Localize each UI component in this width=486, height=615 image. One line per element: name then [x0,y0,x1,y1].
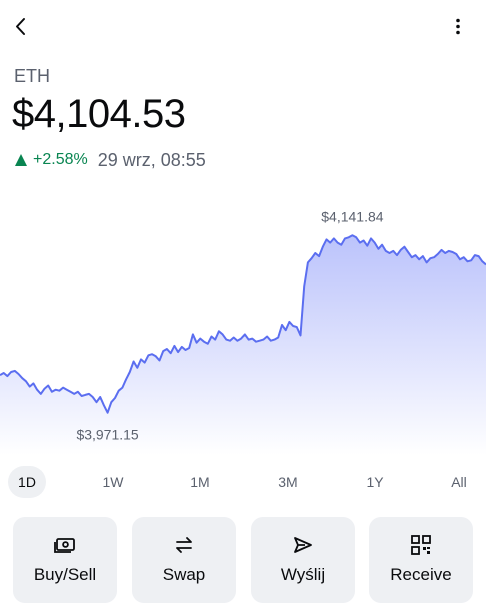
chart-high-label: $4,141.84 [321,208,383,224]
cash-icon [54,538,75,553]
swap-arrows-icon [176,537,192,553]
chart-area-fill [0,235,486,455]
back-button[interactable] [8,12,38,42]
action-buttons: Buy/Sell Swap Wyślij Receive [0,517,486,603]
send-icon [294,537,312,553]
buy-sell-button[interactable]: Buy/Sell [13,517,117,603]
chevron-left-icon [16,18,25,35]
chart-low-label: $3,971.15 [76,427,138,443]
time-range-tabs: 1D 1W 1M 3M 1Y All [0,466,486,500]
triangle-up-icon [15,154,27,166]
tab-1m[interactable]: 1M [190,474,210,490]
tab-all[interactable]: All [451,474,467,490]
send-label: Wyślij [280,565,326,584]
tab-3m[interactable]: 3M [278,474,298,490]
buy-sell-label: Buy/Sell [33,565,97,584]
top-bar [0,0,486,54]
more-vertical-icon [456,18,460,35]
tab-1d[interactable]: 1D [8,466,46,498]
send-button[interactable]: Wyślij [251,517,355,603]
price-change-percent: +2.58% [33,151,88,168]
price-chart[interactable]: $4,141.84 $3,971.15 [0,195,486,455]
asset-price: $4,104.53 [12,92,186,136]
qr-code-icon [411,535,431,555]
chart-line [0,234,486,414]
tab-1w[interactable]: 1W [102,474,124,490]
asset-symbol: ETH [14,66,50,86]
swap-label: Swap [162,565,206,584]
more-options-button[interactable] [444,12,474,42]
tab-1y[interactable]: 1Y [366,474,384,490]
price-timestamp: 29 wrz, 08:55 [97,149,206,170]
receive-label: Receive [390,565,452,584]
swap-button[interactable]: Swap [132,517,236,603]
receive-button[interactable]: Receive [369,517,473,603]
price-change-row: +2.58% 29 wrz, 08:55 [14,148,206,172]
